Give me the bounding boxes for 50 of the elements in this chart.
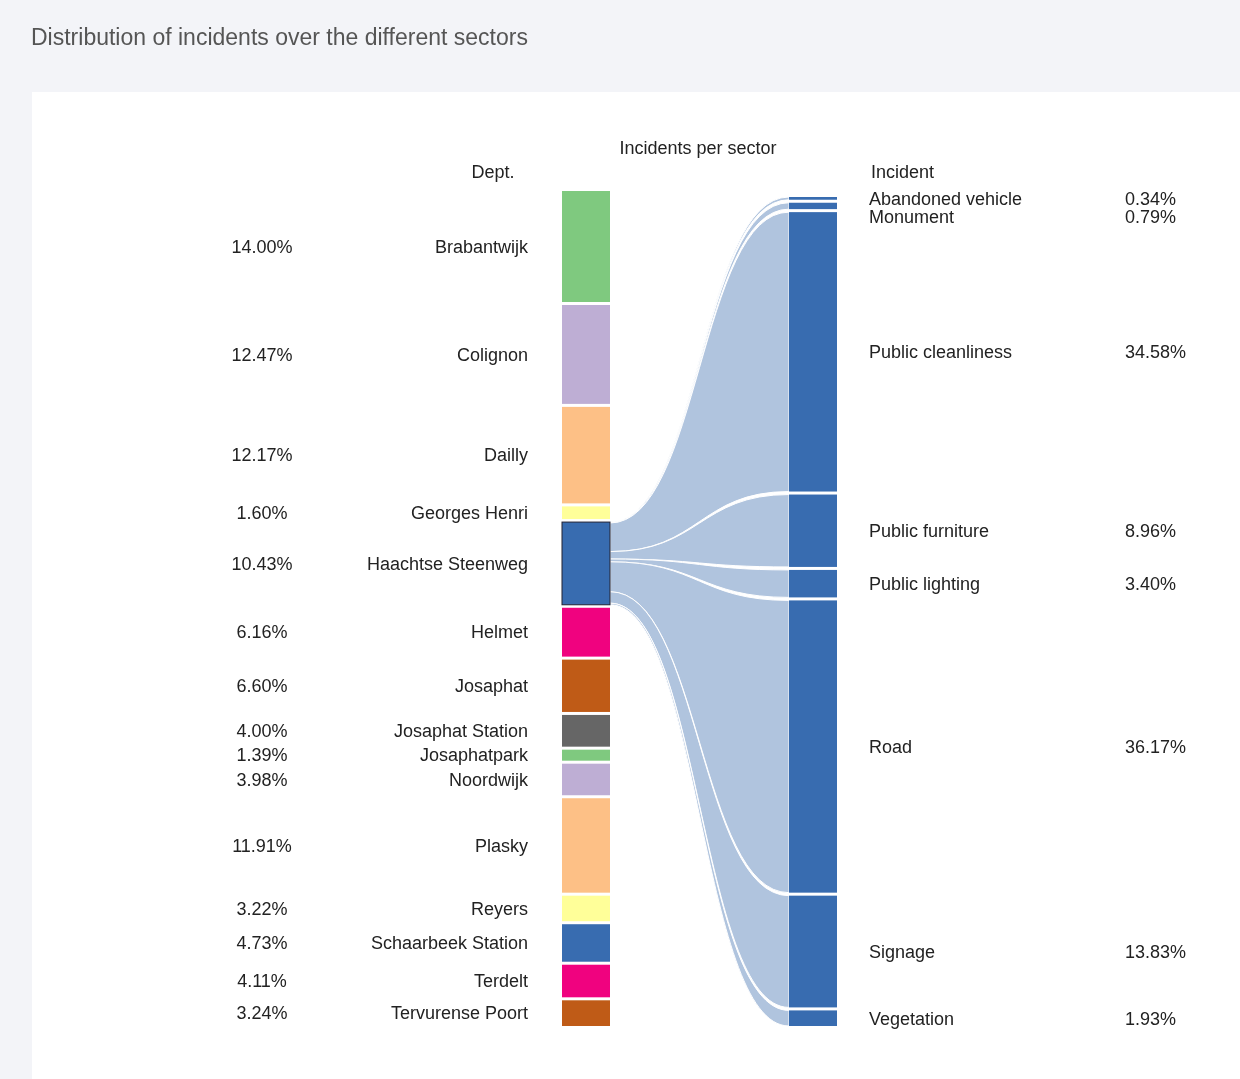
text: Incidents per sector: [619, 138, 777, 158]
category-label: Josaphat Station: [393, 721, 528, 742]
category-label: Public lighting: [869, 573, 981, 594]
category-label: Helmet: [470, 622, 528, 643]
category-label: Noordwijk: [448, 769, 529, 790]
data-label: 11.91%: [232, 835, 292, 856]
data-label: 12.17%: [231, 445, 293, 466]
category-label: Josaphat: [454, 676, 528, 697]
data-label: 3.22%: [236, 898, 288, 919]
data-label: 10.43%: [231, 553, 293, 574]
data-label: 6.16%: [236, 622, 288, 643]
data-label: 4.11%: [237, 971, 287, 992]
text: Dept.: [471, 162, 515, 182]
data-label: 6.60%: [236, 676, 288, 697]
category-label: Schaarbeek Station: [370, 933, 528, 954]
data-label: 4.00%: [236, 721, 288, 742]
data-label: 12.47%: [231, 344, 293, 365]
category-label: Public cleanliness: [869, 342, 1013, 363]
data-label: 4.73%: [236, 933, 288, 954]
data-label: 34.58%: [1125, 342, 1187, 363]
data-label: 14.00%: [231, 236, 293, 257]
category-label: Monument: [869, 206, 955, 227]
category-label: Colignon: [456, 344, 528, 365]
category-label: Reyers: [470, 898, 528, 919]
data-label: 36.17%: [1125, 736, 1187, 757]
category-label: Public furniture: [869, 521, 990, 542]
data-label: 1.39%: [236, 745, 288, 766]
category-label: Josaphatpark: [419, 745, 529, 766]
category-label: Tervurense Poort: [390, 1003, 528, 1024]
category-label: Plasky: [474, 835, 528, 856]
category-label: Abandoned vehicle: [869, 188, 1023, 209]
category-label: Brabantwijk: [434, 236, 529, 257]
data-label: 3.24%: [236, 1003, 288, 1024]
data-label: 0.34%: [1125, 188, 1177, 209]
text: Distribution of incidents over the different sectors: [31, 24, 528, 50]
text: Incident: [871, 162, 935, 182]
category-label: Vegetation: [869, 1008, 955, 1029]
data-label: 1.60%: [236, 503, 288, 524]
category-label: Road: [869, 736, 913, 757]
category-label: Georges Henri: [410, 503, 528, 524]
data-label: 1.93%: [1125, 1008, 1177, 1029]
data-label: 3.40%: [1125, 573, 1177, 594]
category-label: Haachtse Steenweg: [366, 553, 528, 574]
data-label: 8.96%: [1125, 521, 1177, 542]
category-label: Signage: [869, 941, 936, 962]
data-label: 0.79%: [1125, 206, 1177, 227]
category-label: Terdelt: [473, 971, 528, 992]
category-label: Dailly: [483, 445, 528, 466]
data-label: 3.98%: [236, 769, 288, 790]
data-label: 13.83%: [1125, 941, 1187, 962]
